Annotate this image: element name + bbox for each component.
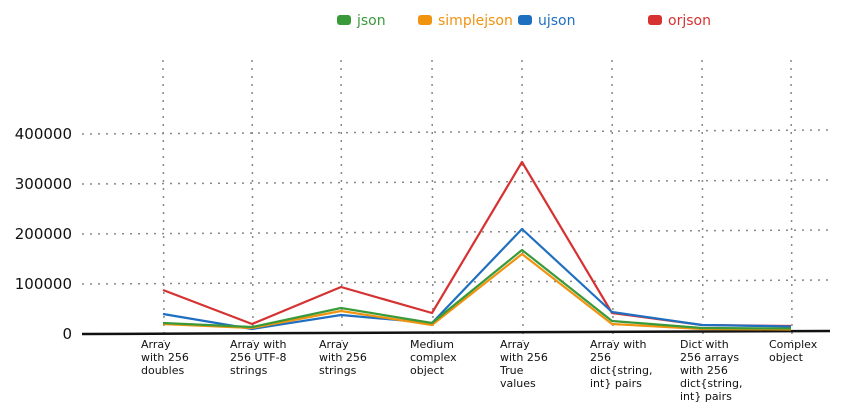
grid-line-v xyxy=(251,59,254,342)
grid-line-h xyxy=(81,179,831,185)
x-tick-label: Array with 256 doubles xyxy=(141,338,189,377)
series-line-ujson xyxy=(162,227,792,331)
legend-item-json: json xyxy=(337,13,386,29)
x-tick-label: Medium complex object xyxy=(410,338,457,377)
x-tick-label: Complex object xyxy=(769,338,818,364)
legend-swatch xyxy=(648,15,662,25)
grid-line-h xyxy=(81,229,831,235)
y-tick-label: 100000 xyxy=(15,275,72,293)
legend-label: json xyxy=(356,13,386,29)
legend-label: orjson xyxy=(668,13,711,29)
grid-line-v xyxy=(162,59,165,342)
series-line-simplejson xyxy=(162,252,792,331)
x-tick-label: Array with 256 strings xyxy=(319,338,367,377)
series-line-orjson xyxy=(162,160,792,328)
grid-line-v xyxy=(340,59,343,342)
grid-line-v xyxy=(431,59,434,342)
y-tick-label: 200000 xyxy=(15,225,72,243)
legend-swatch xyxy=(518,15,532,25)
y-tick-label: 0 xyxy=(62,325,72,343)
grid-line-v xyxy=(701,59,704,342)
x-tick-label: Dict with 256 arrays with 256 dict{string, i… xyxy=(680,338,742,403)
legend-label: ujson xyxy=(538,13,576,29)
y-tick-label: 400000 xyxy=(15,125,72,143)
legend-swatch xyxy=(418,15,432,25)
legend-item-simplejson: simplejson xyxy=(418,13,513,29)
grid-line-v xyxy=(790,59,793,342)
legend-item-ujson: ujson xyxy=(518,13,576,29)
grid-line-v xyxy=(611,59,614,342)
grid-line-v xyxy=(521,59,524,342)
grid-line-h xyxy=(81,129,831,135)
grid-line-h xyxy=(81,279,831,285)
y-tick-label: 300000 xyxy=(15,175,72,193)
legend-label: simplejson xyxy=(438,13,513,29)
series-line-json xyxy=(162,248,792,330)
legend-item-orjson: orjson xyxy=(648,13,711,29)
legend-swatch xyxy=(337,15,351,25)
x-tick-label: Array with 256 dict{string, int} pairs xyxy=(590,338,652,390)
x-tick-label: Array with 256 True values xyxy=(499,338,548,390)
x-axis xyxy=(81,329,831,336)
x-tick-label: Array with 256 UTF-8 strings xyxy=(230,338,287,377)
